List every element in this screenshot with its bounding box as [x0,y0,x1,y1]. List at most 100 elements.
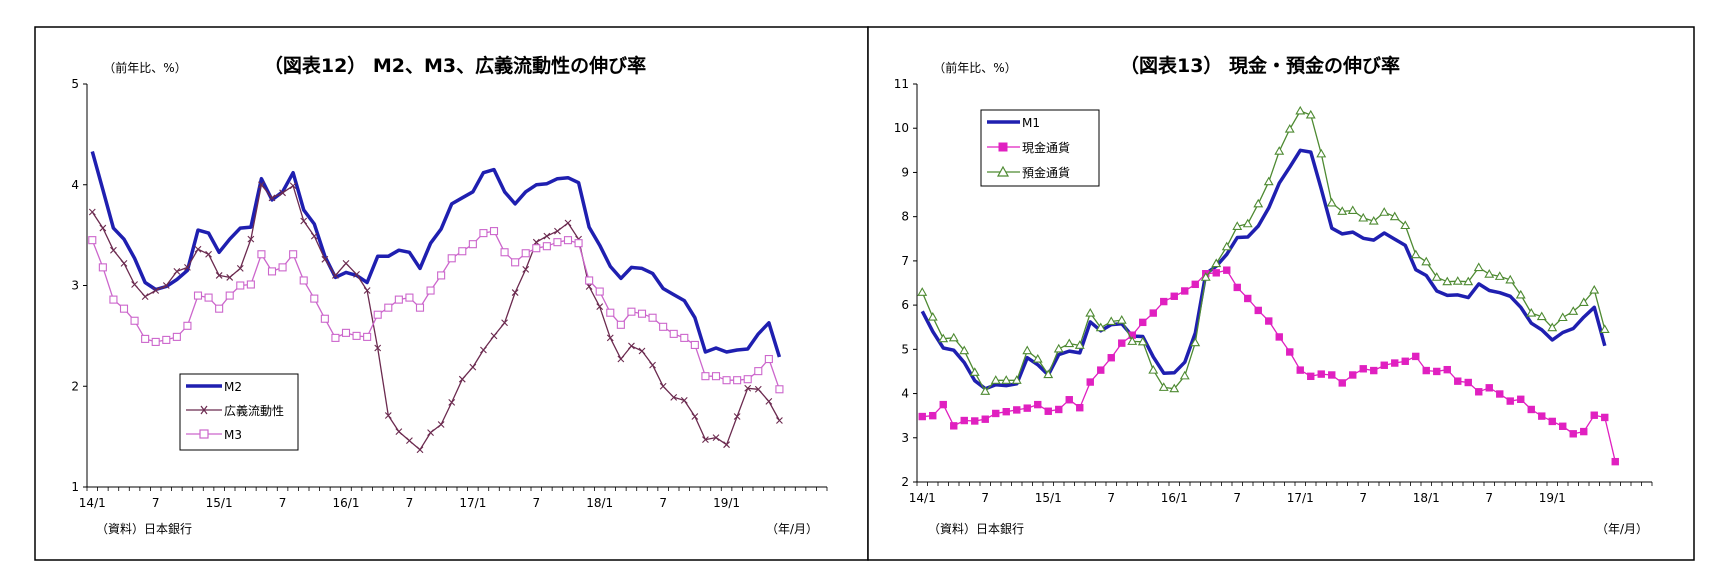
x-tick-label: 18/1 [586,496,613,510]
data-point [1368,215,1379,225]
data-point [1557,312,1568,322]
data-point [1179,370,1190,380]
data-point [415,303,425,312]
y-tick-label: 2 [901,475,909,489]
data-point [98,263,107,272]
data-point [1107,354,1115,362]
data-point [1211,258,1222,268]
legend-label-cash: 現金通貨 [1022,140,1070,155]
x-tick-label: 7 [532,496,540,510]
data-point [1317,370,1325,378]
data-point [971,417,979,425]
data-point [353,271,360,278]
data-point [426,286,435,295]
x-tick-label: 7 [1359,491,1367,505]
data-point [563,236,573,245]
data-point [1505,274,1516,284]
data-point [204,293,213,302]
data-point [427,429,434,436]
data-point [1106,316,1117,326]
data-point [437,271,446,280]
data-point [119,304,129,313]
data-point [1139,318,1147,327]
chart-cash-deposit: （図表13） 現金・預金の伸び率 （前年比、%） （資料）日本銀行 （年/月） … [894,54,1653,536]
data-point [511,258,520,267]
data-point [1526,307,1537,317]
data-point [754,385,762,393]
data-point [1295,105,1306,115]
data-point [659,382,667,390]
data-point [628,342,635,350]
data-point [702,436,709,444]
data-point [162,335,171,344]
data-point [981,415,989,423]
data-point [1137,336,1148,346]
data-point [109,295,118,304]
data-point [1590,411,1598,419]
data-point [1053,343,1064,353]
y-tick-label: 9 [901,165,909,179]
data-point [279,189,286,197]
x-tick-label: 14/1 [909,491,936,505]
data-point [374,344,382,352]
data-point [173,268,181,275]
x-tick-label: 16/1 [1161,491,1188,505]
data-point [1380,361,1388,369]
y-tick-label: 5 [901,342,909,356]
data-point [1002,407,1010,416]
x-tick-label: 15/1 [206,496,233,510]
x-tick-label: 7 [1107,491,1115,505]
data-point [162,282,170,289]
data-point [1158,382,1169,391]
data-point [948,332,959,342]
data-point [1473,262,1484,272]
data-point [1221,241,1232,251]
data-point [1169,383,1180,393]
data-point [980,386,991,395]
data-point [1095,322,1106,332]
data-point [289,182,297,190]
data-point [384,412,392,419]
data-point [321,255,329,263]
data-point [215,272,223,279]
x-tick-label: 7 [279,496,287,510]
y-tick-label: 11 [894,77,909,91]
data-point [1200,272,1211,281]
data-point [1086,378,1094,386]
data-point [1389,211,1400,221]
data-point [553,238,562,247]
data-point [754,367,763,376]
source-note: （資料）日本銀行 [928,522,1024,536]
x-tick-label: 7 [1485,491,1493,505]
x-unit-label: （年/月） [1596,522,1648,536]
data-point [394,295,403,304]
data-point [669,329,678,338]
legend-marker-triangle-icon [996,165,1010,177]
data-point [1568,306,1579,315]
data-point [1338,379,1346,387]
axes: 1 2 3 4 5 14/1 7 15/1 7 16/1 7 17/1 7 18/1 7 19/1 [71,77,828,510]
data-point [564,219,572,227]
data-point [1391,359,1399,367]
chart-title: （図表12） M2、M3、広義流動性の伸び率 [264,54,646,77]
data-point [1233,283,1241,292]
legend-label-deposit: 預金通貨 [1022,165,1070,180]
data-point [152,287,160,294]
data-point [733,376,742,385]
data-point [1527,405,1535,414]
data-point [1359,365,1367,373]
data-point [1149,309,1157,317]
data-point [1011,375,1022,384]
source-note: （資料）日本銀行 [96,522,192,536]
data-point [416,446,424,454]
data-point [131,281,138,288]
data-point [300,217,308,225]
data-point [1517,395,1525,404]
data-point [257,250,266,259]
y-tick-label: 1 [71,480,79,494]
data-point [247,235,255,243]
data-point [1328,371,1336,379]
data-point [1043,369,1054,379]
data-point [765,397,773,405]
data-point [500,248,509,257]
